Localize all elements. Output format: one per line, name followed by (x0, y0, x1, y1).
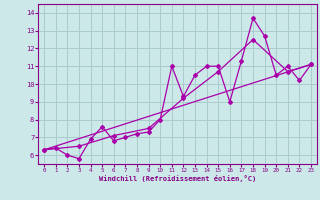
X-axis label: Windchill (Refroidissement éolien,°C): Windchill (Refroidissement éolien,°C) (99, 175, 256, 182)
